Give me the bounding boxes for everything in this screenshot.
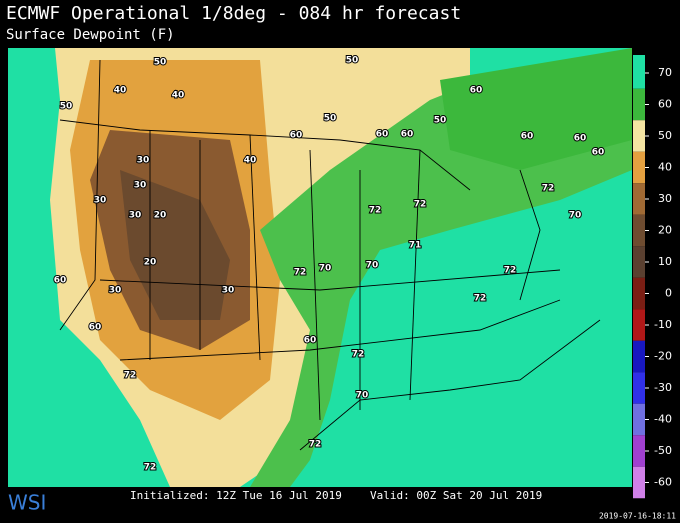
colorbar-label: 40 bbox=[658, 161, 672, 174]
colorbar-label: 20 bbox=[658, 224, 672, 237]
contour-label: 70 bbox=[319, 264, 332, 274]
colorbar-label: -30 bbox=[654, 381, 672, 394]
colorbar-label: -60 bbox=[654, 476, 672, 489]
region bbox=[440, 48, 632, 170]
contour-label: 72 bbox=[414, 200, 427, 210]
contour-label: 60 bbox=[521, 132, 534, 142]
borders bbox=[59, 59, 601, 451]
colorbar-label: 30 bbox=[658, 192, 672, 205]
colorbar-label: 60 bbox=[658, 98, 672, 111]
contour-label: 71 bbox=[409, 241, 422, 251]
contour-label: 50 bbox=[434, 116, 447, 126]
contour-label: 72 bbox=[474, 294, 487, 304]
contour-label: 60 bbox=[376, 130, 389, 140]
colorbar-label: -10 bbox=[654, 318, 672, 331]
colorbar-swatch bbox=[633, 403, 645, 436]
initialized: Initialized: 12Z Tue 16 Jul 2019 bbox=[130, 489, 342, 502]
colorbar-swatch bbox=[633, 435, 645, 467]
contour-label: 40 bbox=[172, 91, 185, 101]
contour-label: 30 bbox=[129, 211, 142, 221]
contour-label: 60 bbox=[290, 131, 303, 141]
colorbar-swatch bbox=[633, 246, 645, 278]
colorbar-swatch bbox=[633, 183, 645, 215]
contour-label: 60 bbox=[54, 276, 67, 286]
logo: WSI bbox=[8, 491, 46, 515]
contour-label: 72 bbox=[144, 463, 157, 473]
colorbar-swatch bbox=[633, 277, 645, 310]
colorbar-swatch bbox=[633, 120, 645, 152]
contour-label: 30 bbox=[137, 156, 150, 166]
contour-label: 72 bbox=[309, 440, 322, 450]
colorbar-swatch bbox=[633, 309, 645, 341]
colorbar-label: 10 bbox=[658, 255, 672, 268]
region bbox=[250, 60, 632, 487]
contour-label: 70 bbox=[569, 211, 582, 221]
colorbar-swatch bbox=[633, 466, 645, 499]
colorbar-swatch bbox=[633, 88, 645, 121]
contour-label: 72 bbox=[124, 371, 137, 381]
contour-label: 60 bbox=[304, 336, 317, 346]
contour-label: 60 bbox=[470, 86, 483, 96]
colorbar-swatch bbox=[633, 55, 645, 89]
contour-label: 40 bbox=[244, 156, 257, 166]
contour-label: 72 bbox=[294, 268, 307, 278]
subtitle: Surface Dewpoint (F) bbox=[6, 27, 175, 43]
contour-label: 72 bbox=[504, 266, 517, 276]
colorbar-label: -20 bbox=[654, 350, 672, 363]
contour-label: 40 bbox=[114, 86, 127, 96]
colorbar-swatch bbox=[633, 340, 645, 373]
contour-label: 60 bbox=[592, 148, 605, 158]
contour-label: 30 bbox=[134, 181, 147, 191]
contour-label: 72 bbox=[369, 206, 382, 216]
contour-label: 70 bbox=[356, 391, 369, 401]
contour-label: 70 bbox=[366, 261, 379, 271]
colorbar-label: -40 bbox=[654, 413, 672, 426]
contour-label: 50 bbox=[154, 58, 167, 68]
contour-label: 20 bbox=[154, 211, 167, 221]
colorbar-label: 50 bbox=[658, 129, 672, 142]
colorbar-label: 70 bbox=[658, 66, 672, 79]
contour-label: 72 bbox=[352, 350, 365, 360]
contour-label: 50 bbox=[324, 114, 337, 124]
contour-labels: 50 50 40 40 50 60 50 60 60 50 60 60 60 60 40 30 30 30 20 30… bbox=[53, 55, 606, 474]
colorbar-swatch bbox=[633, 151, 645, 184]
colorbar-swatch bbox=[633, 372, 645, 404]
colorbar-label: -50 bbox=[654, 444, 672, 457]
contour-label: 20 bbox=[144, 258, 157, 268]
contour-label: 50 bbox=[346, 56, 359, 66]
valid: Valid: 00Z Sat 20 Jul 2019 bbox=[370, 489, 542, 502]
contour-label: 30 bbox=[222, 286, 235, 296]
contour-label: 50 bbox=[60, 102, 73, 112]
map: 50 50 40 40 50 60 50 60 60 50 60 60 60 60 40 30 30 30 20 30… bbox=[8, 48, 632, 487]
timestamp: 2019-07-16-18:11 bbox=[599, 512, 676, 521]
contour-label: 60 bbox=[89, 323, 102, 333]
colorbar-swatch bbox=[633, 214, 645, 247]
contour-label: 72 bbox=[542, 184, 555, 194]
colorbar: 70 60 50 40 30 20 10 0 -10 -20 -30 -40 -50 -60 bbox=[633, 55, 672, 499]
contour-label: 60 bbox=[401, 130, 414, 140]
contour-label: 60 bbox=[574, 134, 587, 144]
title: ECMWF Operational 1/8deg - 084 hr foreca… bbox=[6, 3, 461, 24]
colorbar-label: 0 bbox=[665, 287, 672, 300]
contour-label: 30 bbox=[109, 286, 122, 296]
contour-label: 30 bbox=[94, 196, 107, 206]
